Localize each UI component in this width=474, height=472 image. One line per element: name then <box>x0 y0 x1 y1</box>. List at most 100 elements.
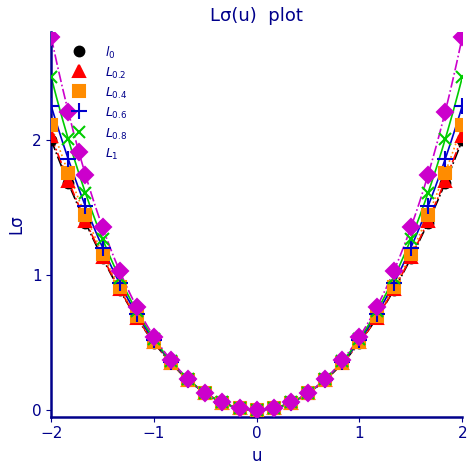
$L_{0.8}$ <box>391 275 397 281</box>
$L_{0.8}$ <box>65 136 71 142</box>
$L_{0.4}$ <box>82 213 88 219</box>
$L_{0.6}$ <box>288 400 294 405</box>
$L_{0.8}$ <box>48 75 54 80</box>
$L_{0.2}$ <box>134 315 140 320</box>
$L_{0.4}$ <box>288 400 294 405</box>
$L_{0.8}$ <box>202 390 208 396</box>
$L_{0.8}$ <box>459 75 465 80</box>
$L_{0.2}$ <box>237 405 243 411</box>
$L_{1}$ <box>168 358 174 363</box>
$L_{0.2}$ <box>339 360 345 366</box>
$L_{0.8}$ <box>219 400 225 405</box>
$L_{1}$ <box>408 225 414 230</box>
$L_{1}$ <box>442 109 448 115</box>
$L_{0.8}$ <box>339 359 345 364</box>
$L_{0.6}$ <box>271 405 277 411</box>
$L_{0.2}$ <box>356 339 362 345</box>
$L_{0.8}$ <box>185 377 191 382</box>
$L_{0.2}$ <box>48 134 54 139</box>
Title: Lσ(u)  plot: Lσ(u) plot <box>210 7 303 25</box>
$L_{0.2}$ <box>288 400 294 405</box>
$L_{0.4}$ <box>374 314 380 320</box>
$L_{0.6}$ <box>356 337 362 343</box>
$L_{0.4}$ <box>339 360 345 365</box>
$L_{1}$ <box>237 405 243 411</box>
$L_{0.4}$ <box>254 407 260 413</box>
$l_{0}$ <box>202 390 208 396</box>
$L_{0.8}$ <box>408 236 414 242</box>
$L_{0.8}$ <box>151 336 157 342</box>
$L_{0.4}$ <box>408 251 414 256</box>
$L_{0.2}$ <box>254 407 260 413</box>
$L_{0.4}$ <box>425 213 431 219</box>
$L_{0.6}$ <box>237 405 243 411</box>
$L_{0.2}$ <box>202 390 208 396</box>
$L_{0.4}$ <box>237 405 243 411</box>
$L_{0.8}$ <box>168 359 174 364</box>
$L_{0.8}$ <box>442 136 448 142</box>
$L_{0.6}$ <box>185 377 191 382</box>
$L_{0.8}$ <box>356 336 362 342</box>
$l_{0}$ <box>65 180 71 186</box>
$L_{0.2}$ <box>100 254 105 260</box>
$L_{0.6}$ <box>219 400 225 405</box>
$L_{0.4}$ <box>271 405 277 411</box>
$l_{0}$ <box>82 219 88 225</box>
$l_{0}$ <box>117 287 123 293</box>
$L_{0.8}$ <box>374 309 380 314</box>
$L_{0.2}$ <box>151 339 157 345</box>
$L_{0.6}$ <box>65 157 71 162</box>
$L_{0.4}$ <box>305 390 311 396</box>
$L_{0.8}$ <box>82 190 88 196</box>
$L_{0.6}$ <box>117 281 123 287</box>
$L_{0.8}$ <box>117 275 123 281</box>
$L_{1}$ <box>185 376 191 382</box>
$L_{1}$ <box>271 405 277 411</box>
$l_{0}$ <box>408 255 414 261</box>
$L_{0.6}$ <box>339 359 345 365</box>
$L_{0.6}$ <box>322 377 328 382</box>
$L_{0.8}$ <box>100 236 105 242</box>
$L_{0.2}$ <box>408 254 414 260</box>
$l_{0}$ <box>288 400 294 405</box>
$L_{0.2}$ <box>425 218 431 224</box>
$L_{0.2}$ <box>305 390 311 396</box>
$l_{0}$ <box>305 390 311 396</box>
Line: $L_{1}$: $L_{1}$ <box>46 32 468 415</box>
$L_{1}$ <box>374 304 380 310</box>
$L_{1}$ <box>305 390 311 396</box>
$L_{0.4}$ <box>100 251 105 256</box>
$L_{0.2}$ <box>185 377 191 383</box>
$L_{0.8}$ <box>305 390 311 396</box>
$l_{0}$ <box>151 340 157 346</box>
$l_{0}$ <box>459 137 465 143</box>
$L_{0.8}$ <box>322 377 328 382</box>
$L_{0.6}$ <box>442 157 448 162</box>
$L_{0.4}$ <box>65 170 71 176</box>
$l_{0}$ <box>134 315 140 321</box>
$L_{0.6}$ <box>134 312 140 317</box>
$L_{1}$ <box>425 172 431 178</box>
$L_{0.4}$ <box>202 390 208 396</box>
$L_{0.6}$ <box>408 245 414 251</box>
$l_{0}$ <box>219 400 225 405</box>
$L_{0.2}$ <box>374 315 380 320</box>
$l_{0}$ <box>374 315 380 321</box>
Line: $L_{0.2}$: $L_{0.2}$ <box>45 130 468 416</box>
$l_{0}$ <box>185 377 191 383</box>
$L_{0.6}$ <box>100 245 105 251</box>
$L_{0.4}$ <box>185 377 191 383</box>
Line: $L_{0.4}$: $L_{0.4}$ <box>45 119 468 416</box>
$L_{1}$ <box>322 376 328 382</box>
$l_{0}$ <box>168 360 174 366</box>
$L_{0.8}$ <box>288 400 294 405</box>
$L_{1}$ <box>117 269 123 274</box>
$L_{1}$ <box>100 225 105 230</box>
$L_{0.4}$ <box>322 377 328 383</box>
$L_{0.6}$ <box>82 203 88 209</box>
$L_{0.4}$ <box>134 314 140 320</box>
$L_{0.2}$ <box>442 178 448 184</box>
$L_{0.2}$ <box>82 218 88 224</box>
$l_{0}$ <box>237 405 243 411</box>
$l_{0}$ <box>391 287 397 293</box>
